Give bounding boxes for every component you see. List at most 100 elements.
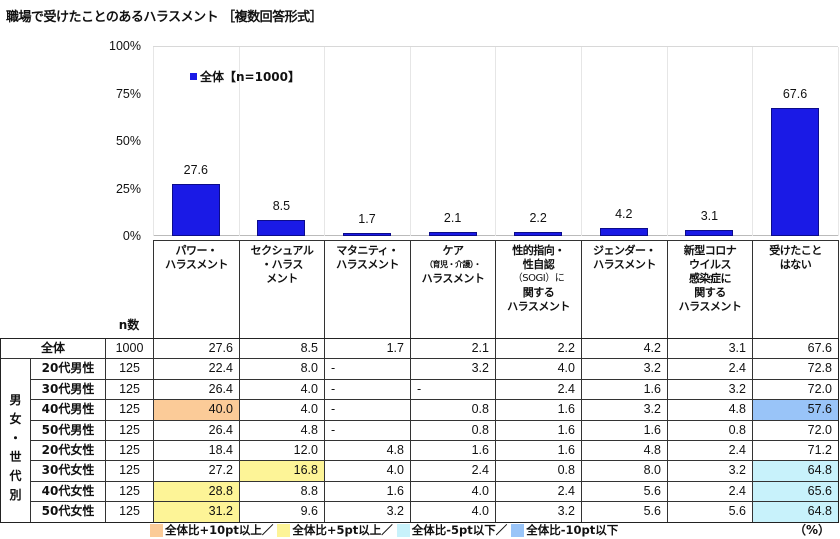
table-cell: - <box>324 378 411 401</box>
highlight-legend-label: 全体比-5pt以下／ <box>411 523 508 537</box>
chart-legend: 全体【n=1000】 <box>190 68 300 85</box>
column-header-line: ハラスメント <box>165 258 228 271</box>
n-value: 125 <box>105 419 154 441</box>
table-cell: 8.5 <box>239 338 325 360</box>
table-cell: 3.2 <box>581 399 668 421</box>
row-label-total: 全体 <box>0 338 106 360</box>
column-header: ケア （育児・介護）・ ハラスメント <box>410 240 496 339</box>
table-cell: 8.0 <box>581 460 668 482</box>
bar-value-label: 27.6 <box>183 162 208 177</box>
grid-line <box>238 47 240 236</box>
column-header: ジェンダー・ ハラスメント <box>581 240 668 339</box>
highlight-legend: 全体比+10pt以上／ 全体比+5pt以上／ 全体比-5pt以下／ 全体比-10pt以… <box>150 522 622 538</box>
bar <box>771 107 819 236</box>
column-header-line: 新型コロナ <box>683 244 737 257</box>
group-label-char: 世 <box>9 450 22 465</box>
table-cell: 28.8 <box>153 480 240 503</box>
column-header-line: メント <box>266 272 298 285</box>
y-tick-label: 75% <box>115 86 141 101</box>
row-label: 40代女性 <box>30 480 106 503</box>
bar <box>685 230 734 236</box>
n-value: 125 <box>105 399 154 421</box>
bar-value-label: 4.2 <box>615 207 633 222</box>
column-header-line: ケア <box>442 244 465 257</box>
table-cell: - <box>324 358 411 380</box>
column-header-line: ハラスメント <box>336 258 399 271</box>
group-label: 男女・世代別 <box>0 358 31 523</box>
table-cell: 18.4 <box>153 440 240 462</box>
bar-value-label: 67.6 <box>782 86 808 101</box>
row-label: 30代女性 <box>30 460 106 482</box>
column-header-line: ・ハラス <box>261 258 303 271</box>
bar-value-label: 1.7 <box>358 211 376 226</box>
column-header-line: ハラスメント <box>678 300 742 313</box>
grid-line <box>153 47 154 236</box>
highlight-legend-label: 全体比-10pt以下 <box>526 523 619 537</box>
column-header-line: （SOGI）に <box>512 273 565 284</box>
table-cell: 31.2 <box>153 501 240 523</box>
table-cell: 4.0 <box>410 501 496 523</box>
table-cell: 1.6 <box>495 419 582 441</box>
table-cell: 8.0 <box>239 358 325 380</box>
chart-title: 職場で受けたことのあるハラスメント ［複数回答形式］ <box>6 10 323 25</box>
column-header: マタニティ・ ハラスメント <box>324 240 411 339</box>
table-cell: 1.6 <box>324 480 411 503</box>
bar-value-label: 2.1 <box>443 211 462 225</box>
table-cell: - <box>324 419 411 441</box>
highlight-swatch-icon <box>277 523 291 537</box>
table-cell: 0.8 <box>410 419 496 441</box>
y-tick-label: 100% <box>109 39 141 53</box>
highlight-swatch-icon <box>511 523 525 537</box>
table-cell: 4.0 <box>410 480 496 503</box>
column-header: 新型コロナ ウイルス 感染症に 関する ハラスメント <box>667 240 753 339</box>
row-label: 30代男性 <box>30 378 106 401</box>
bar-value-label: 3.1 <box>700 209 719 224</box>
column-header-line: 関する <box>694 286 726 299</box>
table-cell: 16.8 <box>239 460 325 482</box>
table-cell: - <box>324 399 411 421</box>
table-cell: 3.2 <box>495 501 582 523</box>
table-cell: 1.6 <box>410 440 496 462</box>
n-value: 125 <box>105 358 154 380</box>
grid-line <box>495 47 497 236</box>
table-cell: 5.6 <box>667 501 753 523</box>
legend-label: 全体【n=1000】 <box>200 70 300 84</box>
table-cell: 72.0 <box>752 378 839 401</box>
group-label-char: 別 <box>9 488 22 503</box>
table-cell: 4.8 <box>581 440 668 462</box>
table-cell: 5.6 <box>581 501 668 523</box>
highlight-legend-label: 全体比+10pt以上／ <box>165 523 274 537</box>
bar <box>257 219 306 236</box>
y-tick-label: 50% <box>115 134 141 148</box>
grid-line <box>666 47 668 236</box>
bar-value-label: 2.2 <box>529 210 547 225</box>
table-cell: 8.8 <box>239 480 325 503</box>
column-header-line: ウイルス <box>689 258 732 271</box>
column-header-line: 関する <box>522 286 555 299</box>
y-tick-label: 25% <box>115 181 141 196</box>
table-cell: 64.8 <box>752 501 839 523</box>
table-cell: 4.0 <box>239 399 325 421</box>
table-cell: 2.4 <box>667 358 753 380</box>
table-cell: 2.4 <box>667 440 753 462</box>
y-tick-label: 0% <box>122 229 141 243</box>
table-cell: 1.6 <box>495 399 582 421</box>
column-header-line: マタニティ・ <box>336 244 399 257</box>
row-label: 20代男性 <box>30 358 106 380</box>
grid-line <box>409 47 411 236</box>
table-cell: 0.8 <box>495 460 582 482</box>
table-cell: 72.0 <box>752 419 839 441</box>
group-label-char: ・ <box>9 431 22 446</box>
column-header-line: （育児・介護）・ <box>425 260 482 269</box>
table-cell: 5.6 <box>581 480 668 503</box>
table-cell: 3.2 <box>581 358 668 380</box>
table-cell: 27.2 <box>153 460 240 482</box>
column-header-line: 性自認 <box>522 258 555 271</box>
table-cell: 64.8 <box>752 460 839 482</box>
table-cell: 57.6 <box>752 399 839 421</box>
table-cell: 40.0 <box>153 399 240 421</box>
table-cell: 1.7 <box>324 338 411 360</box>
table-cell: 4.0 <box>495 358 582 380</box>
table-cell: 4.8 <box>239 419 325 441</box>
legend-swatch-icon <box>190 73 197 80</box>
